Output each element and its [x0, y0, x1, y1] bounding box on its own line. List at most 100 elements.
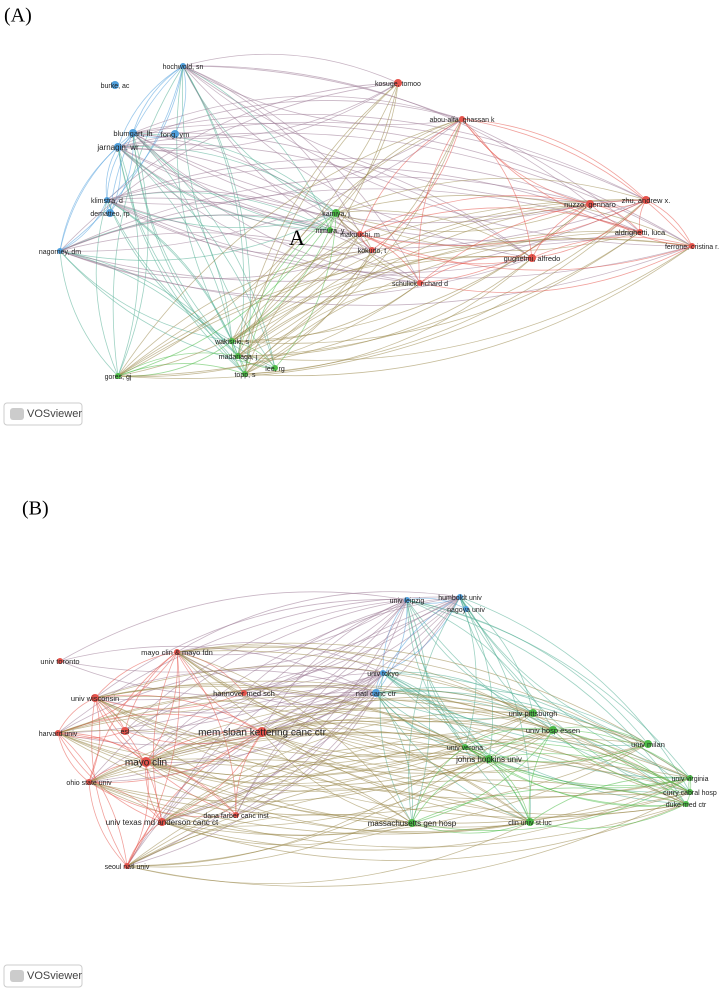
node-label: zhu, andrew x. [622, 196, 671, 205]
edge [106, 132, 134, 201]
edge [552, 726, 649, 745]
edge [231, 231, 641, 344]
edge [94, 692, 245, 710]
edge [461, 118, 693, 247]
edge [57, 732, 691, 824]
node [233, 812, 239, 818]
edge [261, 731, 691, 798]
node [229, 338, 235, 344]
edge [335, 177, 647, 214]
node-label: lee, rg [265, 366, 285, 373]
edge [145, 758, 413, 824]
node [158, 818, 166, 826]
edge [406, 599, 649, 745]
edge [231, 282, 421, 342]
edge [132, 132, 533, 259]
edge [161, 821, 413, 846]
node-label: kamiya, j [322, 211, 350, 218]
edge [132, 132, 591, 218]
edge [117, 146, 239, 357]
edge [459, 596, 494, 760]
edge [59, 591, 408, 662]
edge [132, 132, 337, 214]
node [369, 247, 375, 253]
node-label: abou-alfa, ghassan k [430, 117, 495, 124]
edge [117, 146, 591, 224]
edge [235, 596, 461, 816]
edge [59, 82, 399, 252]
edge [126, 779, 687, 867]
edge [59, 199, 108, 252]
node-label: univ pittsburgh [509, 709, 558, 718]
node [86, 779, 92, 785]
edge [57, 697, 96, 734]
node-label: curry cabral hosp [663, 790, 717, 797]
edge [59, 188, 641, 252]
edge [59, 250, 276, 369]
edge [126, 761, 149, 867]
edge [529, 803, 687, 829]
annotation: A [289, 225, 305, 250]
edge [274, 212, 337, 369]
edge [117, 203, 591, 377]
node [529, 709, 537, 717]
edge [461, 118, 647, 201]
edge [182, 65, 361, 235]
edge [145, 731, 687, 805]
edge [59, 176, 591, 252]
edge [237, 118, 463, 357]
node [528, 254, 536, 262]
node-label: wakisuki, s [214, 339, 249, 346]
edge [244, 203, 591, 375]
edge [117, 233, 361, 377]
edge [94, 697, 691, 800]
node [357, 231, 363, 237]
edge [145, 746, 466, 785]
node-label: mayo clin & mayo fdn [141, 648, 213, 657]
edge [126, 599, 408, 867]
edge [117, 146, 361, 235]
edge [231, 340, 276, 369]
edge [117, 146, 337, 214]
edge [132, 65, 184, 134]
edge [176, 645, 554, 731]
edge [117, 65, 184, 148]
node-label: clin univ st luc [508, 820, 552, 827]
edge [106, 158, 591, 205]
edge [231, 199, 647, 342]
edge [231, 118, 463, 342]
node-label: nagorney, dm [39, 249, 81, 256]
edge [335, 82, 399, 214]
node-label: jarnagin, wr [96, 143, 139, 152]
edge [59, 250, 239, 357]
edge [145, 672, 384, 763]
edge [237, 282, 421, 357]
node [457, 594, 463, 600]
edge [59, 596, 461, 673]
edge [145, 596, 461, 763]
node-label: nagoya univ [447, 607, 485, 614]
edge [94, 651, 178, 699]
node [235, 353, 241, 359]
edge [57, 732, 128, 867]
edge [335, 194, 693, 247]
node-label: fong, ym [161, 130, 190, 139]
nodes: burke, ac hochwold, sn blumgart, lh fong, y… [39, 63, 719, 871]
edge [237, 199, 647, 357]
node-label: humboldt univ [438, 595, 482, 602]
edge [126, 761, 691, 867]
edge [132, 132, 246, 375]
edge [132, 123, 693, 247]
node-label: dematteo, rp [90, 211, 129, 218]
panel-label: (A) [4, 5, 32, 27]
edge [106, 199, 233, 342]
node [180, 63, 186, 69]
edge [117, 231, 641, 379]
edge [59, 245, 693, 306]
node [114, 143, 122, 151]
edge [176, 651, 237, 816]
edge [382, 672, 466, 748]
edge [117, 82, 399, 377]
node [57, 248, 63, 254]
edge [57, 684, 649, 745]
